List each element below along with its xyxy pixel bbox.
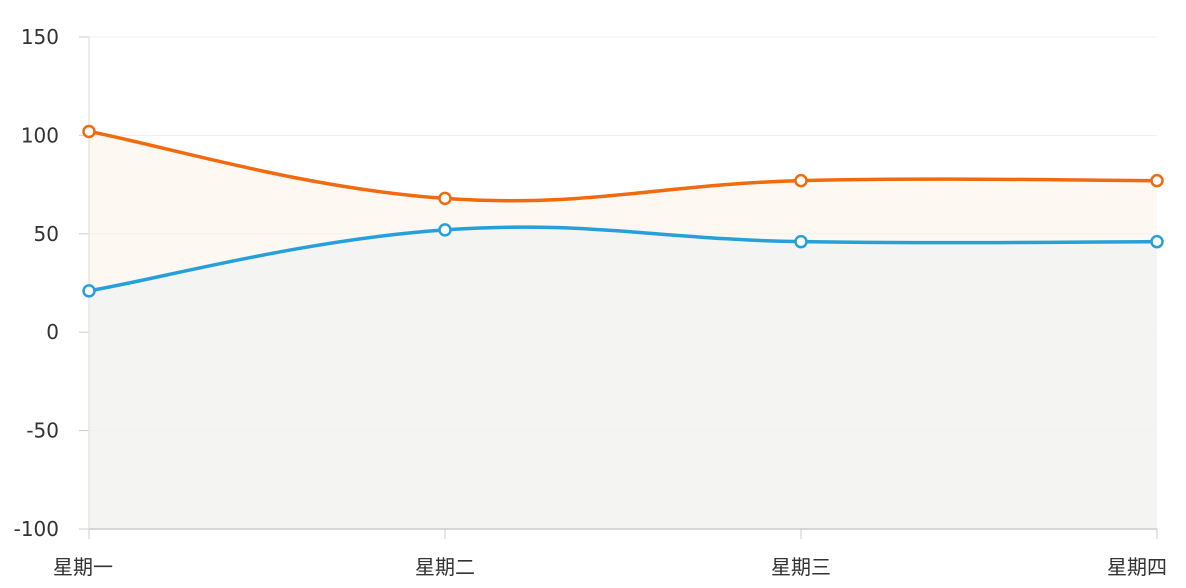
x-category-label: 星期二 — [415, 555, 475, 579]
y-tick-label: -50 — [26, 419, 59, 443]
y-tick-label: 100 — [21, 123, 59, 147]
series-2-point — [794, 234, 808, 249]
series-2-point — [438, 223, 452, 237]
x-category-label: 星期四 — [1107, 555, 1167, 579]
series-2-line — [88, 225, 1158, 293]
series-2-point — [82, 284, 96, 298]
x-category-label: 星期一 — [53, 555, 113, 579]
x-category-label: 星期三 — [771, 555, 831, 579]
series-1-line — [88, 129, 1158, 203]
y-tick-label: 50 — [34, 222, 59, 246]
series-1-area — [89, 131, 1157, 291]
y-tick-label: -100 — [14, 517, 59, 541]
series-1-point — [82, 124, 96, 139]
series-2-area — [89, 227, 1157, 529]
series-1-point — [438, 191, 452, 206]
y-tick-label: 0 — [46, 320, 59, 344]
series-1-point — [1150, 173, 1164, 188]
series-2-point — [1150, 234, 1164, 249]
y-tick-label: 150 — [21, 25, 59, 49]
series-1-point — [794, 173, 808, 188]
